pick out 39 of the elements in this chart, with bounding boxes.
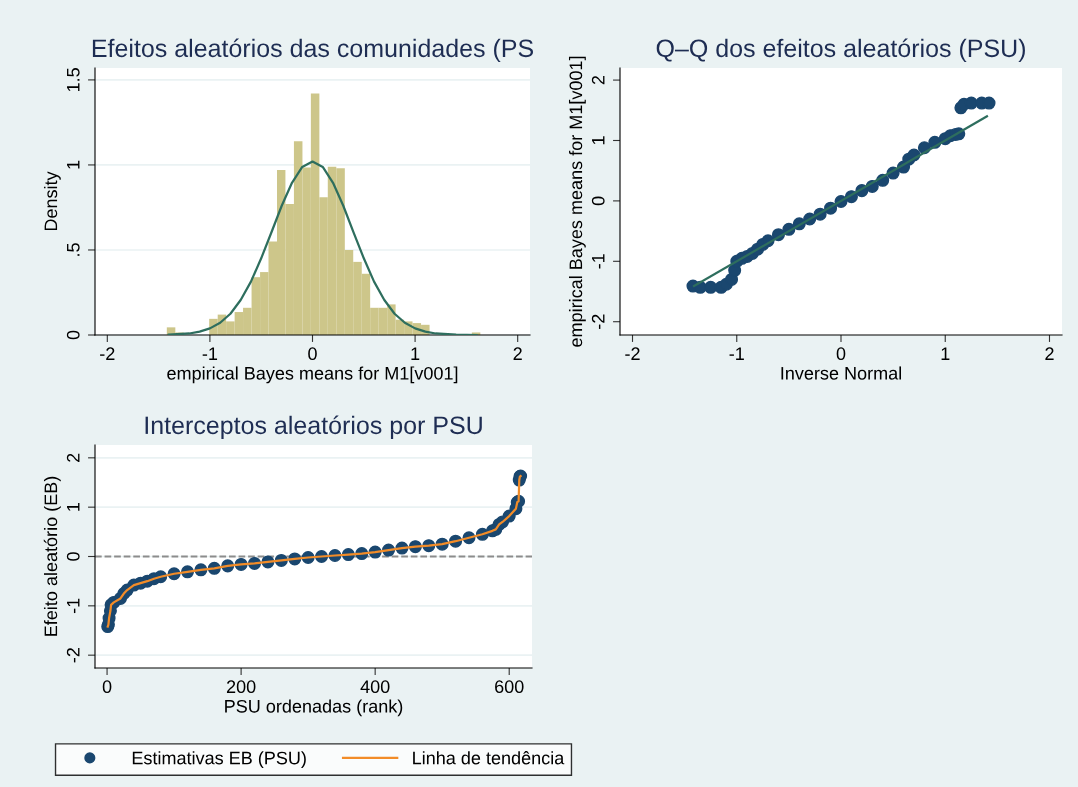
y-axis-title: Efeito aleatório (EB) <box>43 476 61 636</box>
chart-title: Efeitos aleatórios das comunidades (PS <box>92 38 534 63</box>
y-tick-label: 2 <box>591 75 605 85</box>
x-tick-label: 0 <box>102 680 112 694</box>
y-tick-label: -2 <box>591 314 605 329</box>
y-tick-label: 0 <box>66 552 80 561</box>
x-tick-label: 400 <box>360 680 390 694</box>
x-axis-title: empirical Bayes means for M1[v001] <box>167 366 458 384</box>
x-tick-label: 2 <box>1045 347 1054 360</box>
y-tick-label: -1 <box>592 254 605 269</box>
x-tick-label: 600 <box>495 680 524 694</box>
y-tick-label: 1 <box>67 160 80 169</box>
y-axis-title: Density <box>43 171 61 231</box>
legend-label: Linha de tendência <box>413 751 565 765</box>
x-tick-label: 1 <box>941 347 950 360</box>
y-tick-label: 0 <box>66 330 80 340</box>
y-tick-label: .5 <box>67 243 80 256</box>
y-tick-label: 1.5 <box>67 68 80 92</box>
legend-label: Estimativas EB (PSU) <box>132 751 306 768</box>
y-tick-label: 1 <box>592 136 605 145</box>
y-tick-label: 1 <box>67 503 80 511</box>
chart-title: Q–Q dos efeitos aleatórios (PSU) <box>656 38 1025 63</box>
y-tick-label: -2 <box>66 648 80 663</box>
y-axis-title: empirical Bayes means for M1[v001] <box>568 56 586 347</box>
x-tick-label: 200 <box>226 680 256 694</box>
x-tick-label: -2 <box>625 347 640 360</box>
x-tick-label: 1 <box>411 347 420 360</box>
x-tick-label: 0 <box>308 347 317 361</box>
x-tick-label: -1 <box>202 347 218 360</box>
y-tick-label: 2 <box>66 453 80 462</box>
x-axis-title: PSU ordenadas (rank) <box>225 699 403 717</box>
x-tick-label: 2 <box>513 347 522 360</box>
y-tick-label: -1 <box>67 598 80 614</box>
y-tick-label: 0 <box>591 196 605 206</box>
x-tick-label: -2 <box>100 347 115 360</box>
x-tick-label: 0 <box>836 347 846 361</box>
chart-title: Interceptos aleatórios por PSU <box>145 415 482 440</box>
x-axis-title: Inverse Normal <box>781 366 901 380</box>
x-tick-label: -1 <box>729 347 744 360</box>
